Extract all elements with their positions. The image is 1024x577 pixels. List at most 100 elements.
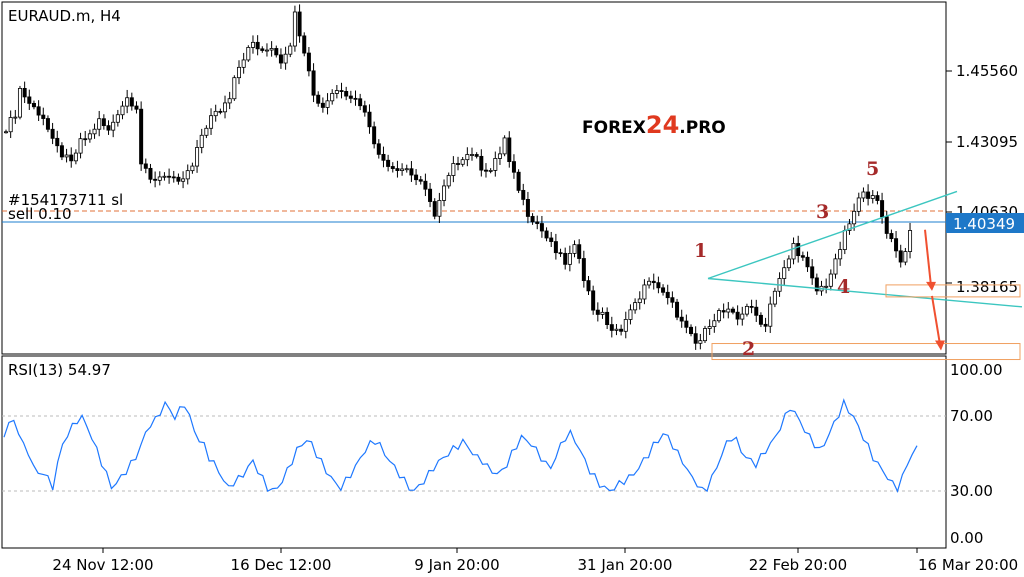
candle-body — [185, 170, 190, 180]
candle-body — [847, 223, 852, 231]
order-type-label: sell 0.10 — [8, 205, 72, 223]
candle-body — [372, 126, 377, 145]
current-price-badge — [946, 213, 1024, 233]
candle-body — [763, 323, 768, 327]
candle-body — [250, 41, 255, 48]
candle-body — [838, 249, 843, 260]
candle-body — [469, 154, 474, 156]
time-tick-label: 9 Jan 20:00 — [414, 556, 499, 574]
candle-body — [115, 114, 120, 123]
candle-body — [274, 48, 279, 56]
candle-body — [507, 137, 512, 162]
candle-body — [41, 114, 46, 119]
candle-body — [549, 237, 554, 242]
candle-body — [805, 256, 810, 268]
candle-body — [693, 333, 698, 344]
candle-body — [842, 230, 847, 250]
candle-body — [796, 243, 801, 257]
candle-body — [595, 309, 600, 315]
candle-body — [637, 298, 642, 304]
price-panel-frame — [1, 1, 947, 355]
candle-body — [8, 117, 13, 133]
forecast-arrowhead-2 — [935, 340, 945, 351]
candle-body — [707, 326, 712, 329]
candle-body — [171, 176, 176, 179]
candle-body — [92, 128, 97, 135]
time-tick-label: 22 Feb 20:00 — [749, 556, 847, 574]
candle-body — [223, 102, 228, 113]
candle-body — [27, 96, 32, 104]
candle-body — [255, 41, 260, 50]
candle-body — [414, 174, 419, 181]
candle-body — [264, 49, 269, 52]
candle-body — [479, 155, 484, 171]
candle-body — [493, 158, 498, 171]
candle-body — [730, 308, 735, 313]
candle-body — [535, 221, 540, 224]
candle-body — [740, 313, 745, 320]
candle-body — [684, 320, 689, 328]
candle-body — [898, 250, 903, 263]
candle-body — [623, 319, 628, 332]
rsi-axis: 100.00 70.00 30.00 0.00 — [950, 361, 1003, 547]
candle-body — [218, 110, 223, 113]
candle-body — [698, 340, 703, 344]
candle-body — [148, 167, 153, 180]
candle-body — [600, 311, 605, 315]
candle-body — [782, 267, 787, 279]
candle-body — [292, 11, 297, 47]
candle-body — [581, 258, 586, 282]
candle-body — [689, 326, 694, 335]
candle-body — [204, 127, 209, 136]
candle-body — [772, 290, 777, 305]
forecast-arrowhead-1 — [926, 281, 936, 291]
candle-body — [791, 243, 796, 260]
price-tick-label: 1.45560 — [956, 62, 1018, 80]
candle-body — [563, 252, 568, 265]
candle-body — [395, 168, 400, 171]
candle-body — [190, 165, 195, 172]
candle-body — [744, 305, 749, 315]
wave-lower-trendline — [707, 277, 1023, 308]
candle-body — [619, 328, 624, 332]
candle-body — [167, 175, 172, 178]
candle-body — [833, 258, 838, 275]
wave-label-1: 1 — [694, 240, 707, 262]
watermark-logo: FOREX24.PRO — [582, 111, 726, 139]
candle-body — [735, 311, 740, 320]
candle-body — [614, 328, 619, 331]
candle-body — [36, 106, 41, 116]
forecast-arrow-2 — [931, 295, 941, 345]
candle-body — [572, 244, 577, 254]
price-axis: 1.45560 1.43095 1.40630 1.38165 — [946, 62, 1018, 296]
candle-body — [870, 195, 875, 199]
candle-body — [642, 284, 647, 300]
candle-body — [176, 176, 181, 182]
candle-body — [278, 54, 283, 64]
candle-body — [856, 197, 861, 212]
candle-body — [50, 128, 55, 139]
time-tick-label: 24 Nov 12:00 — [52, 556, 153, 574]
candle-body — [786, 258, 791, 269]
candle-body — [605, 311, 610, 326]
candle-body — [59, 145, 64, 158]
candle-body — [814, 277, 819, 292]
candle-body — [316, 94, 321, 104]
candle-body — [330, 93, 335, 102]
candle-body — [670, 297, 675, 303]
candle-body — [628, 309, 633, 320]
candle-body — [362, 105, 367, 113]
candle-body — [908, 230, 913, 252]
candle-body — [241, 59, 246, 68]
candle-body — [567, 253, 572, 265]
candle-body — [283, 53, 288, 64]
candle-body — [400, 168, 405, 171]
candle-body — [446, 175, 451, 187]
candle-body — [810, 266, 815, 279]
candle-body — [586, 280, 591, 292]
candle-body — [675, 301, 680, 318]
candle-body — [195, 147, 200, 167]
candle-body — [134, 105, 139, 110]
candle-body — [530, 216, 535, 223]
chart-title: EURAUD.m, H4 — [8, 7, 121, 25]
